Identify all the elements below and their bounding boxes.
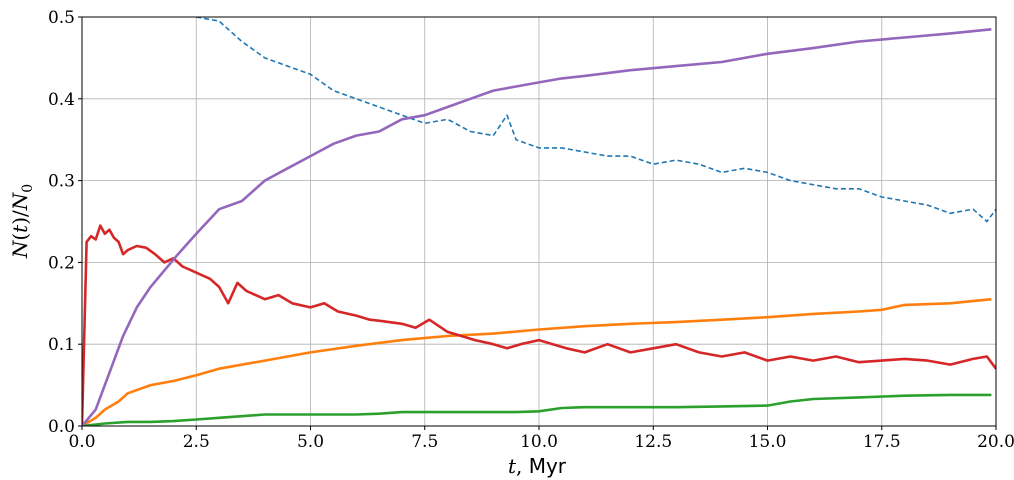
x-axis-unit: Myr — [529, 454, 567, 478]
y-axis-label: N(t)/N0 — [8, 184, 36, 259]
series-line-4 — [82, 224, 996, 426]
x-tick-label: 20.0 — [977, 432, 1014, 452]
y-tick-label: 0.0 — [48, 417, 75, 437]
x-tick-label: 10.0 — [520, 432, 558, 452]
series-line-1 — [196, 17, 996, 223]
y-tick-label: 0.3 — [48, 172, 75, 192]
x-tick-label: 15.0 — [749, 432, 787, 452]
y-tick-label: 0.2 — [48, 253, 75, 273]
x-axis-variable: t — [508, 454, 517, 478]
x-tick-label: 2.5 — [183, 432, 210, 452]
x-axis-label: t, Myr — [508, 454, 567, 478]
x-tick-label: 5.0 — [297, 432, 324, 452]
y-tick-label: 0.4 — [48, 90, 75, 110]
series-layer — [82, 17, 996, 426]
x-tick-label: 0.0 — [68, 432, 95, 452]
x-tick-label: 12.5 — [634, 432, 672, 452]
series-line-2 — [82, 297, 992, 426]
grid — [81, 16, 997, 427]
plot-frame — [81, 16, 997, 427]
ticks-layer: 0.0 2.5 5.0 7.5 10.0 12.5 15.0 17.5 20.0 0.0 0.1 0.… — [48, 8, 1014, 452]
y-tick-label: 0.1 — [48, 335, 75, 355]
series-line-3 — [82, 393, 992, 426]
y-tick-label: 0.5 — [48, 8, 75, 28]
series-line-5 — [82, 28, 992, 426]
x-tick-label: 17.5 — [863, 432, 901, 452]
x-tick-label: 7.5 — [411, 432, 438, 452]
